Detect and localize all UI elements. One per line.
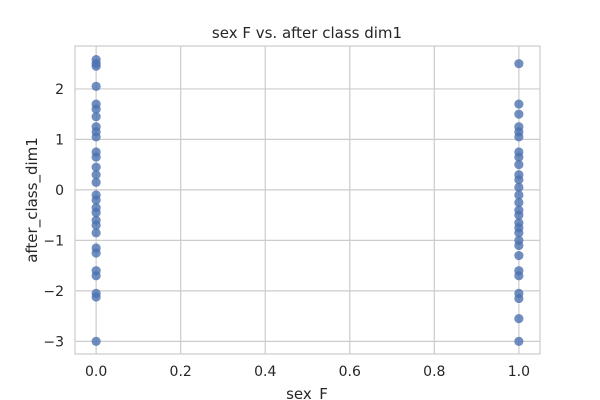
- scatter-point: [514, 99, 524, 109]
- y-axis-label: after_class_dim1: [23, 137, 42, 263]
- scatter-point: [514, 210, 524, 220]
- scatter-point: [514, 271, 524, 281]
- scatter-point: [91, 292, 101, 302]
- scatter-point: [91, 195, 101, 205]
- scatter-point: [514, 109, 524, 119]
- grid: [75, 46, 540, 354]
- scatter-point: [91, 152, 101, 162]
- x-tick-label: 0.2: [170, 364, 192, 380]
- x-tick-label: 0.4: [254, 364, 276, 380]
- scatter-point: [91, 170, 101, 180]
- x-tick-label: 1.0: [508, 364, 530, 380]
- y-tick-label: 2: [55, 82, 64, 98]
- scatter-point: [91, 132, 101, 142]
- y-tick-label: −1: [43, 233, 64, 249]
- scatter-point: [514, 152, 524, 162]
- scatter-point: [91, 228, 101, 238]
- scatter-point: [91, 220, 101, 230]
- scatter-point: [514, 250, 524, 261]
- scatter-point: [514, 132, 524, 142]
- scatter-point: [91, 271, 101, 281]
- scatter-point: [91, 336, 101, 346]
- scatter-point: [91, 61, 101, 71]
- x-axis-label: sex_F: [286, 385, 328, 400]
- scatter-point: [514, 314, 524, 324]
- x-tick-label: 0.0: [85, 364, 107, 380]
- scatter-point: [514, 59, 524, 69]
- scatter-point: [514, 190, 524, 200]
- scatter-point: [91, 248, 101, 258]
- y-tick-label: 1: [55, 132, 64, 148]
- scatter-point: [514, 240, 524, 251]
- scatter-point: [91, 177, 101, 187]
- y-tick-label: −2: [43, 284, 64, 300]
- x-tick-label: 0.8: [423, 364, 445, 380]
- scatter-point: [91, 112, 101, 122]
- scatter-point: [514, 228, 524, 238]
- scatter-point: [91, 208, 101, 218]
- scatter-point: [514, 175, 524, 185]
- scatter-point: [91, 162, 101, 172]
- scatter-point: [514, 197, 524, 208]
- scatter-point: [91, 81, 101, 91]
- scatter-point: [91, 104, 101, 114]
- y-tick-label: 0: [55, 183, 64, 199]
- scatter-point: [514, 182, 524, 192]
- y-tick-label: −3: [43, 334, 64, 350]
- plot-frame: [74, 45, 541, 355]
- scatter-point: [514, 293, 524, 304]
- chart-title: sex F vs. after class dim1: [212, 24, 402, 42]
- data-points: [91, 55, 524, 346]
- x-tick-labels: 0.0 0.2 0.4 0.6 0.8 1.0: [85, 364, 530, 380]
- scatter-point: [514, 160, 524, 170]
- y-tick-labels: −3 −2 −1 0 1 2: [43, 82, 64, 350]
- x-tick-label: 0.6: [339, 364, 361, 380]
- scatter-point: [514, 336, 524, 346]
